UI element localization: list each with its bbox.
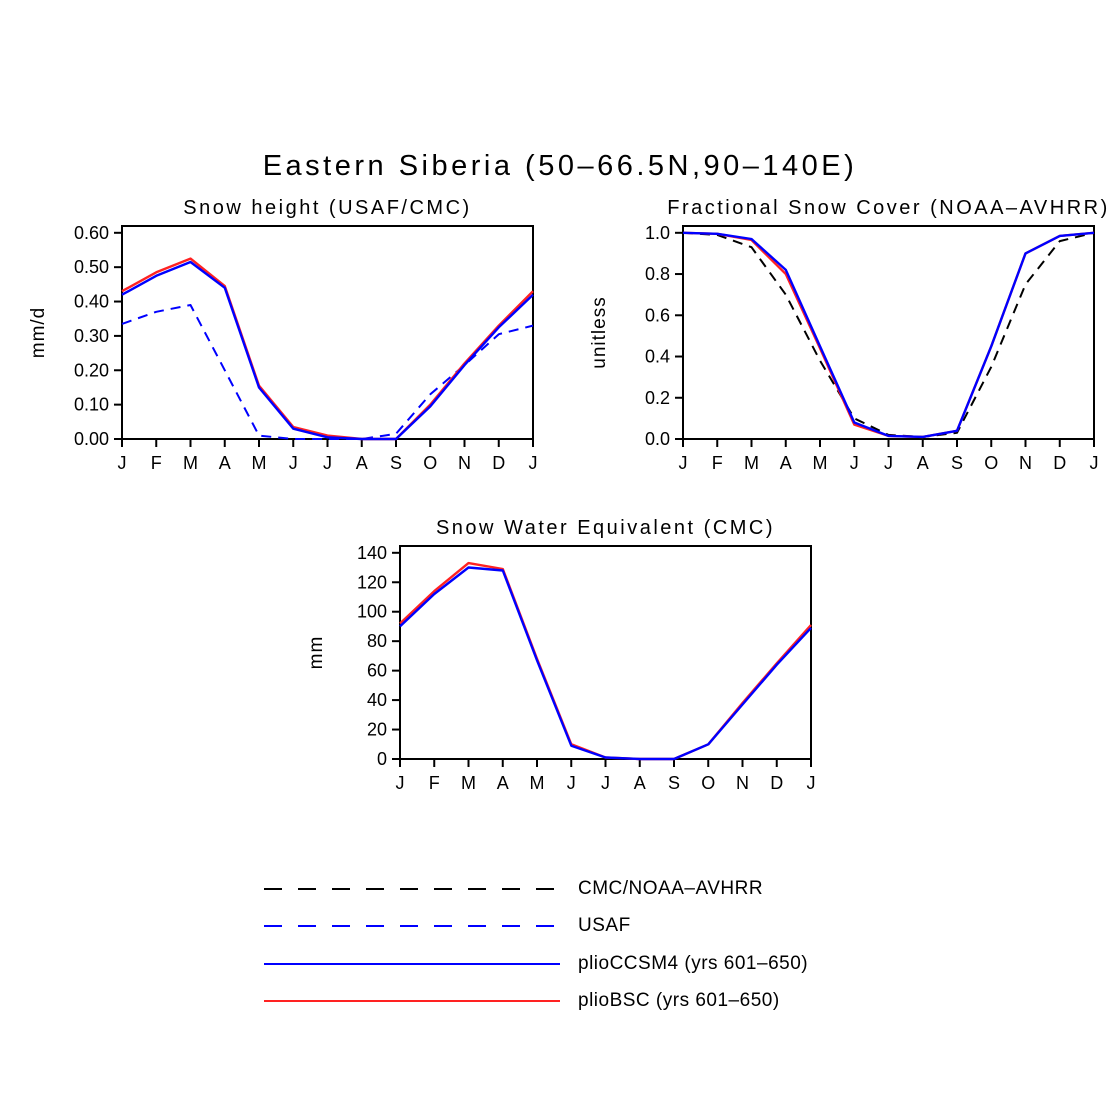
series-line [399,566,812,761]
axes: 0.0 0.2 0.4 0.6 0.8 1.0 J F M A M J J A S O N D J [645,223,1099,473]
x-tick-label: S [668,773,680,793]
legend-item: plioCCSM4 (yrs 601–650) [262,945,808,983]
x-tick-label: J [323,453,332,473]
x-tick-label: J [807,773,816,793]
y-tick-label: 0.2 [645,388,670,408]
x-tick-label: J [1090,453,1099,473]
series-line [682,231,1095,439]
series-line [399,561,812,761]
x-tick-label: D [770,773,783,793]
series-line [121,257,534,441]
y-tick-label: 0.4 [645,347,670,367]
legend-line-swatch-pliobsc [264,1000,560,1003]
y-tick-label: 20 [367,720,387,740]
x-tick-label: M [530,773,545,793]
x-tick-label: J [850,453,859,473]
y-tick-label: 0.6 [645,305,670,325]
x-tick-label: F [151,453,162,473]
legend-item: USAF [262,908,808,946]
x-tick-label: D [492,453,505,473]
y-tick-label: 0.60 [74,223,109,243]
x-tick-label: M [461,773,476,793]
axes: 0.00 0.10 0.20 0.30 0.40 0.50 0.60 J F M A M J J A S O N D… [74,223,538,473]
x-tick-label: A [917,453,929,473]
y-tick-label: 60 [367,661,387,681]
snow-water-equivalent-chart: Snow Water Equivalent (CMC) mm 0 20 40 60 80 10… [306,517,816,793]
y-tick-label: 120 [357,572,387,592]
y-tick-label: 0.40 [74,292,109,312]
y-tick-label: 80 [367,631,387,651]
y-tick-label: 100 [357,602,387,622]
y-tick-label: 0.10 [74,395,109,415]
y-tick-label: 0.00 [74,429,109,449]
legend-label: plioBSC (yrs 601–650) [578,990,780,1012]
y-tick-label: 0.8 [645,264,670,284]
x-tick-label: M [183,453,198,473]
snow-height-chart: Snow height (USAF/CMC)mm/d0.000.100.200.… [28,197,538,473]
plot-border [121,225,534,440]
legend-line-swatch-cmc-noaa-avhrr [264,887,560,890]
y-tick-label: 0.20 [74,360,109,380]
x-tick-label: O [423,453,437,473]
fractional-snow-cover-chart: Fractional Snow Cover (NOAA–AVHRR) unitle… [589,197,1110,473]
x-tick-label: N [736,773,749,793]
y-axis-label: unitless [589,296,610,368]
x-tick-label: A [780,453,792,473]
x-tick-label: J [289,453,298,473]
series-line [121,304,534,440]
x-tick-label: N [458,453,471,473]
x-tick-label: M [252,453,267,473]
x-tick-label: F [712,453,723,473]
x-tick-label: N [1019,453,1032,473]
y-tick-label: 1.0 [645,223,670,243]
y-tick-label: 40 [367,690,387,710]
x-tick-label: O [701,773,715,793]
legend-label: plioCCSM4 (yrs 601–650) [578,952,809,974]
legend-item: plioBSC (yrs 601–650) [262,983,808,1021]
x-tick-label: A [356,453,368,473]
y-axis-label: mm [306,636,327,670]
y-axis-label: mm/d [28,307,49,359]
x-tick-label: J [118,453,127,473]
x-tick-label: S [390,453,402,473]
series-line [121,260,534,441]
legend-label: CMC/NOAA–AVHRR [578,877,764,899]
chart-title: Fractional Snow Cover (NOAA–AVHRR) [667,197,1110,219]
chart-title: Snow height (USAF/CMC) [183,197,471,219]
legend-label: USAF [578,915,631,937]
axes: 0 20 40 60 80 100 120 140 J F M A M J J A S O N D J [357,543,816,793]
series-line [682,231,1095,439]
legend: CMC/NOAA–AVHRR USAF plioCCSM4 (yrs 601–6… [262,870,808,1020]
x-tick-label: M [744,453,759,473]
legend-item: CMC/NOAA–AVHRR [262,870,808,908]
x-tick-label: A [497,773,509,793]
x-tick-label: J [567,773,576,793]
figure-title: Eastern Siberia (50–66.5N,90–140E) [262,150,858,182]
x-tick-label: J [679,453,688,473]
plot-border [682,225,1095,440]
legend-line-swatch-usaf [264,925,560,928]
x-tick-label: S [951,453,963,473]
x-tick-label: F [429,773,440,793]
y-tick-label: 0.0 [645,429,670,449]
x-tick-label: A [219,453,231,473]
chart-title: Snow Water Equivalent (CMC) [436,517,775,539]
legend-line-swatch-plioccsm4 [264,962,560,965]
series-line [682,231,1095,438]
x-tick-label: J [884,453,893,473]
y-tick-label: 0.30 [74,326,109,346]
x-tick-label: M [813,453,828,473]
y-tick-label: 0.50 [74,257,109,277]
y-tick-label: 0 [377,749,387,769]
x-tick-label: J [396,773,405,793]
x-tick-label: J [529,453,538,473]
x-tick-label: A [634,773,646,793]
x-tick-label: O [984,453,998,473]
x-tick-label: J [601,773,610,793]
plot-border [399,545,812,760]
x-tick-label: D [1053,453,1066,473]
y-tick-label: 140 [357,543,387,563]
